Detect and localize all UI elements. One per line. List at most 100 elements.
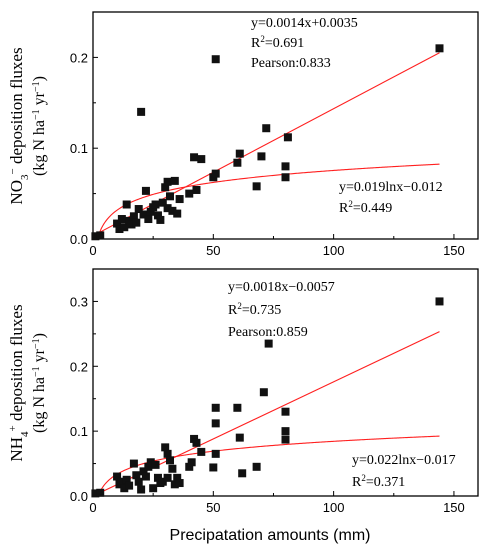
data-point (259, 388, 268, 397)
data-point (113, 472, 122, 481)
data-point (113, 219, 122, 228)
data-point (96, 488, 105, 497)
x-tick-label: 50 (206, 500, 220, 515)
data-point (187, 458, 196, 467)
data-point (129, 212, 138, 221)
data-point (173, 473, 182, 482)
data-point (170, 480, 179, 489)
r2-value: 0.691 (273, 36, 305, 51)
x-tick-label: 50 (206, 243, 220, 258)
data-point (175, 479, 184, 488)
data-point (91, 489, 100, 498)
data-point (139, 467, 148, 476)
tick-layer: 0 50 100 150 0.0 0.1 0.2 (70, 50, 465, 258)
data-point (146, 458, 155, 467)
data-point (158, 477, 167, 486)
data-point (96, 231, 105, 240)
data-point (161, 183, 170, 192)
linear-fit-equation: y=0.0014x+0.0035 (251, 16, 358, 31)
y-axis-label: NO3− deposition fluxes (kg N ha−1 yr−1) (7, 47, 48, 204)
data-point (166, 456, 174, 465)
data-point (134, 205, 143, 214)
data-point (158, 198, 167, 207)
data-point (262, 124, 271, 133)
y-axis-title: NH4+ deposition fluxes (7, 304, 31, 461)
x-tick-label: 0 (89, 500, 96, 515)
data-point (151, 200, 160, 209)
data-point (435, 297, 444, 306)
data-point (185, 189, 194, 198)
data-point (281, 407, 290, 416)
data-point (211, 403, 220, 412)
data-point (264, 339, 273, 348)
y-axis-unit: (kg N ha−1 yr−1) (31, 76, 49, 176)
data-point (144, 462, 153, 471)
y-axis-title: NO3− deposition fluxes (7, 47, 31, 204)
data-point (211, 419, 220, 428)
data-point (141, 186, 150, 195)
data-point (281, 435, 290, 444)
y-tick-label: 0.2 (70, 359, 88, 374)
data-point (120, 223, 129, 232)
data-point (233, 158, 242, 167)
panel-no3: 0 50 100 150 0.0 0.1 0.2 y=0.0014x+0.0035 R2=0… (7, 11, 479, 258)
data-point (190, 153, 199, 162)
data-point (141, 472, 150, 481)
x-tick-label: 100 (323, 500, 345, 515)
x-tick-label: 150 (443, 500, 465, 515)
y-tick-label: 0.1 (70, 141, 88, 156)
panel-nh4: 0 50 100 150 0.0 0.1 0.2 0.3 y=0.0018x−0.0057 R… (7, 268, 479, 544)
plot-frame (92, 268, 479, 497)
data-point (257, 152, 266, 161)
tick-layer: 0 50 100 150 0.0 0.1 0.2 0.3 (70, 294, 465, 515)
data-point (163, 473, 172, 482)
data-point (168, 206, 177, 215)
data-point (125, 481, 134, 490)
data-point (156, 215, 165, 224)
data-point (235, 149, 244, 158)
r2-value: 0.371 (374, 475, 406, 490)
data-point (115, 225, 124, 234)
data-point (120, 484, 129, 493)
data-point (192, 438, 201, 447)
plot-frame (92, 11, 479, 240)
y-tick-label: 0.0 (70, 232, 88, 247)
data-point (139, 210, 148, 219)
data-point (122, 475, 131, 484)
x-tick-label: 100 (323, 243, 345, 258)
data-point (149, 484, 158, 493)
log-fit-r2: R2=0.449 (339, 199, 392, 216)
data-point (137, 485, 146, 494)
point-layer (91, 297, 444, 498)
y-tick-label: 0.0 (70, 489, 88, 504)
data-point (117, 477, 126, 486)
log-fit-curve (95, 163, 440, 240)
data-point (211, 169, 220, 178)
data-point (163, 177, 172, 186)
data-point (281, 427, 290, 436)
data-point (281, 162, 290, 171)
data-point (163, 449, 172, 458)
data-point (132, 218, 141, 227)
linear-fit-r2: R2=0.691 (251, 34, 304, 51)
data-point (163, 204, 172, 213)
data-point (173, 209, 182, 218)
data-point (127, 220, 136, 229)
data-point (166, 192, 174, 201)
y-axis-unit: (kg N ha−1 yr−1) (31, 333, 49, 433)
y-tick-label: 0.1 (70, 424, 88, 439)
data-point (146, 207, 155, 216)
y-axis-label: NH4+ deposition fluxes (kg N ha−1 yr−1) (7, 304, 48, 461)
data-point (122, 200, 131, 209)
data-point (151, 460, 160, 469)
data-point (185, 462, 194, 471)
linear-fit-r2: R2=0.735 (228, 301, 281, 318)
log-fit-equation: y=0.022lnx−0.017 (352, 453, 456, 468)
r2-value: 0.735 (250, 303, 282, 318)
data-point (211, 449, 220, 458)
log-fit-equation: y=0.019lnx−0.012 (339, 180, 443, 195)
data-point (153, 473, 162, 482)
x-tick-label: 0 (89, 243, 96, 258)
data-point (137, 107, 146, 116)
